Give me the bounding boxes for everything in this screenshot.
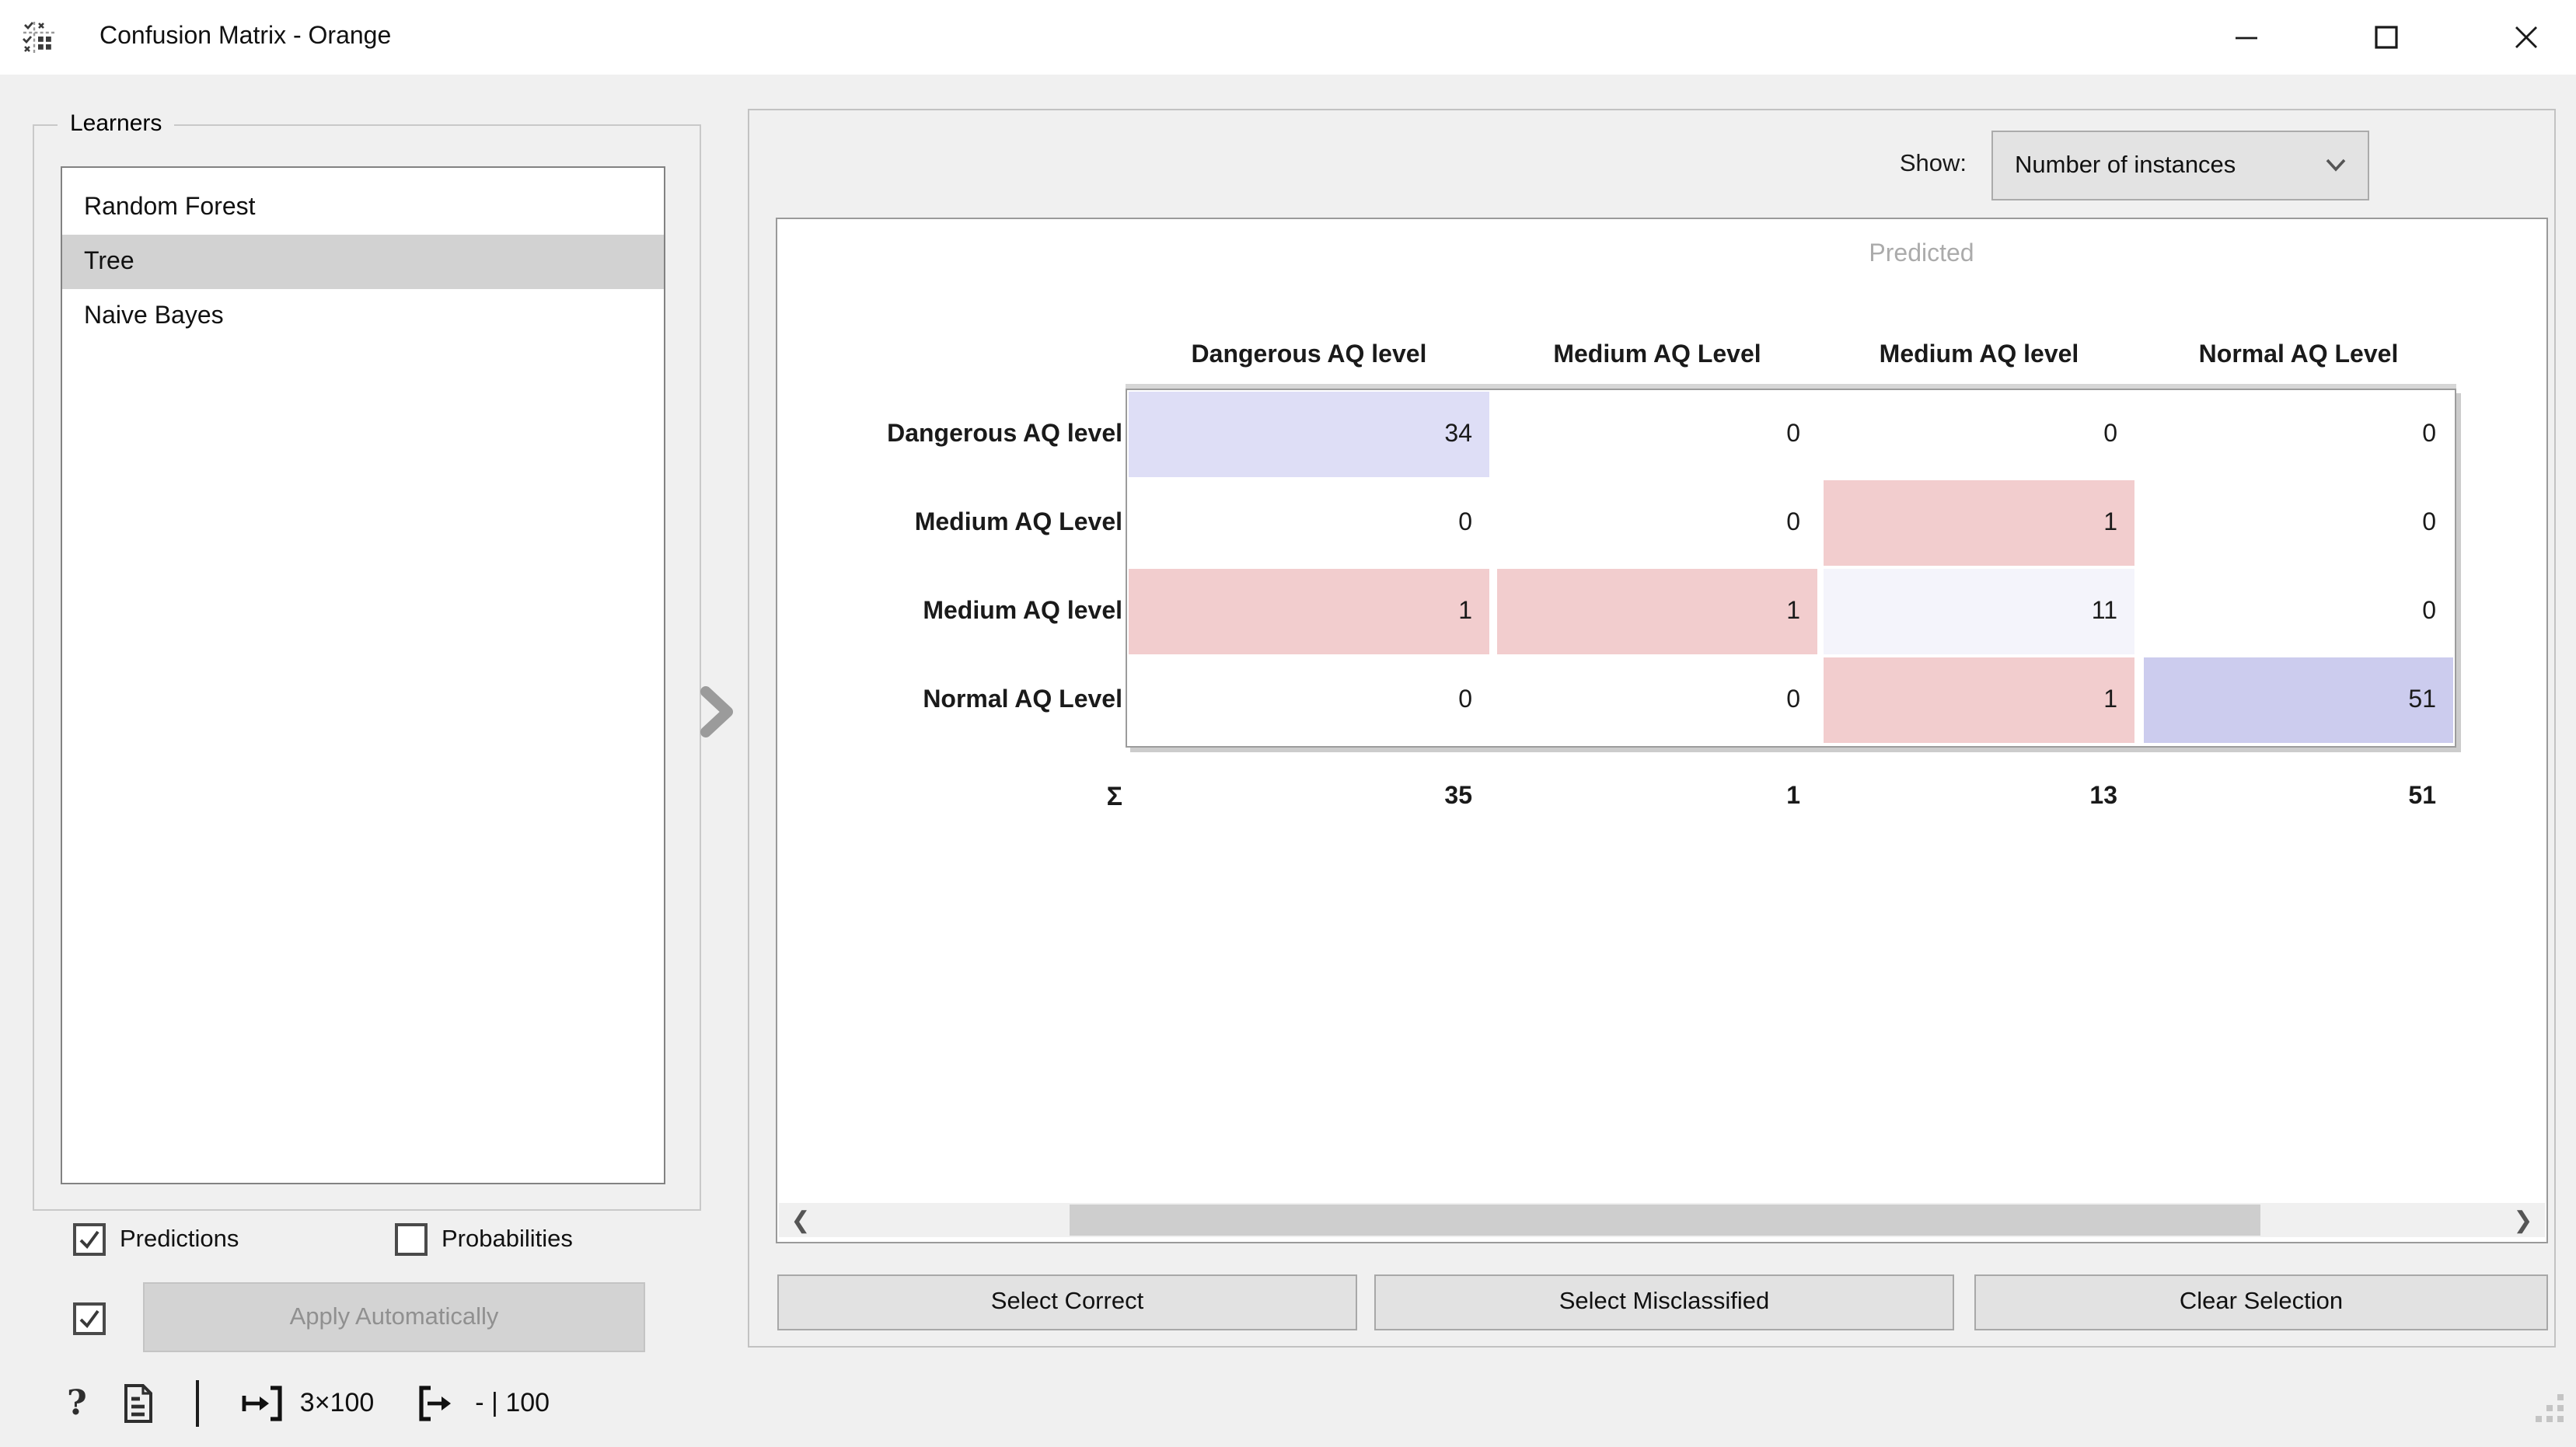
matrix-col-sum: 1	[1786, 783, 1800, 810]
output-summary-icon	[418, 1386, 451, 1421]
matrix-cell[interactable]: 0	[1497, 657, 1817, 743]
matrix-cell[interactable]: 1	[1129, 569, 1489, 654]
confusion-matrix-view: Predicted Dangerous AQ level Medium AQ Le…	[776, 218, 2548, 1243]
predictions-label: Predictions	[120, 1226, 239, 1252]
matrix-row-header[interactable]: Medium AQ Level	[914, 509, 1122, 535]
matrix-cell[interactable]: 11	[1824, 569, 2134, 654]
input-summary-icon	[242, 1386, 282, 1421]
matrix-col-header[interactable]: Medium AQ level	[1879, 342, 2079, 368]
scroll-left-arrow[interactable]: ❮	[791, 1208, 811, 1234]
matrix-cell[interactable]: 51	[2144, 657, 2453, 743]
matrix-cell[interactable]: 34	[1129, 392, 1489, 477]
panel-splitter-handle[interactable]	[695, 681, 742, 743]
learner-item[interactable]: Naive Bayes	[84, 303, 224, 329]
check-icon	[79, 1309, 99, 1329]
close-icon	[2515, 26, 2537, 48]
predictions-checkbox[interactable]: Predictions	[73, 1223, 239, 1256]
learner-item[interactable]: Random Forest	[84, 194, 256, 221]
matrix-cell[interactable]: 0	[1129, 657, 1489, 743]
show-label: Show:	[1899, 151, 1967, 177]
minimize-button[interactable]	[2195, 0, 2298, 75]
matrix-row-header[interactable]: Dangerous AQ level	[887, 420, 1122, 447]
predictions-checkbox-box	[73, 1223, 106, 1256]
scrollbar-thumb[interactable]	[1070, 1205, 2260, 1236]
matrix-cell[interactable]: 1	[1824, 480, 2134, 566]
matrix-cell[interactable]: 0	[1497, 392, 1817, 477]
maximize-button[interactable]	[2335, 0, 2438, 75]
learner-item[interactable]: Tree	[62, 235, 664, 289]
matrix-col-header[interactable]: Medium AQ Level	[1553, 342, 1761, 368]
close-button[interactable]	[2475, 0, 2576, 75]
maximize-icon	[2375, 26, 2398, 49]
clear-selection-button[interactable]: Clear Selection	[1974, 1274, 2548, 1330]
matrix-cell[interactable]: 1	[1497, 569, 1817, 654]
probabilities-label: Probabilities	[442, 1226, 573, 1252]
matrix-cell[interactable]: 0	[1497, 480, 1817, 566]
status-bar: ? 3×100 - | 100	[67, 1374, 550, 1433]
matrix-cell[interactable]: 0	[1129, 480, 1489, 566]
matrix-cell[interactable]: 0	[2144, 392, 2453, 477]
show-quantity-value: Number of instances	[2015, 152, 2236, 179]
learners-groupbox	[33, 124, 701, 1211]
matrix-col-sum: 51	[2408, 783, 2436, 810]
matrix-cell[interactable]: 0	[2144, 480, 2453, 566]
chevron-down-icon	[2326, 159, 2346, 172]
report-document-icon[interactable]	[121, 1383, 155, 1424]
matrix-col-header[interactable]: Normal AQ Level	[2198, 342, 2399, 368]
matrix-cell[interactable]: 0	[2144, 569, 2453, 654]
select-correct-button[interactable]: Select Correct	[777, 1274, 1357, 1330]
matrix-row-header[interactable]: Medium AQ level	[923, 598, 1122, 624]
matrix-col-sum: 13	[2089, 783, 2117, 810]
probabilities-checkbox-box	[395, 1223, 428, 1256]
horizontal-scrollbar[interactable]: ❮ ❯	[779, 1203, 2545, 1237]
window-title: Confusion Matrix - Orange	[99, 23, 392, 50]
learners-list[interactable]: Random Forest Tree Naive Bayes	[61, 166, 665, 1184]
probabilities-checkbox[interactable]: Probabilities	[395, 1223, 573, 1256]
matrix-cell[interactable]: 1	[1824, 657, 2134, 743]
minimize-icon	[2236, 37, 2257, 40]
auto-apply-checkbox[interactable]	[73, 1302, 106, 1335]
title-bar: Confusion Matrix - Orange	[0, 0, 2576, 75]
select-misclassified-button[interactable]: Select Misclassified	[1374, 1274, 1954, 1330]
matrix-cell[interactable]: 0	[1824, 392, 2134, 477]
chevron-right-icon	[700, 686, 733, 737]
learners-group-label: Learners	[58, 107, 175, 141]
status-divider	[195, 1380, 199, 1427]
matrix-col-header[interactable]: Dangerous AQ level	[1191, 342, 1427, 368]
input-summary: 3×100	[299, 1388, 375, 1417]
check-icon	[79, 1230, 99, 1250]
output-summary: - | 100	[475, 1388, 550, 1417]
sum-row-label: Σ	[1106, 782, 1122, 811]
show-quantity-dropdown[interactable]: Number of instances	[1991, 131, 2369, 200]
help-icon[interactable]: ?	[67, 1383, 87, 1424]
matrix-col-sum: 35	[1444, 783, 1472, 810]
matrix-row-header[interactable]: Normal AQ Level	[923, 686, 1122, 713]
apply-automatically-button[interactable]: Apply Automatically	[143, 1282, 645, 1352]
resize-grip[interactable]	[2536, 1394, 2570, 1428]
scroll-right-arrow[interactable]: ❯	[2513, 1208, 2533, 1234]
auto-apply-checkbox-box	[73, 1302, 106, 1335]
confusion-matrix-app-icon	[23, 22, 54, 53]
predicted-axis-label: Predicted	[1869, 241, 1974, 267]
